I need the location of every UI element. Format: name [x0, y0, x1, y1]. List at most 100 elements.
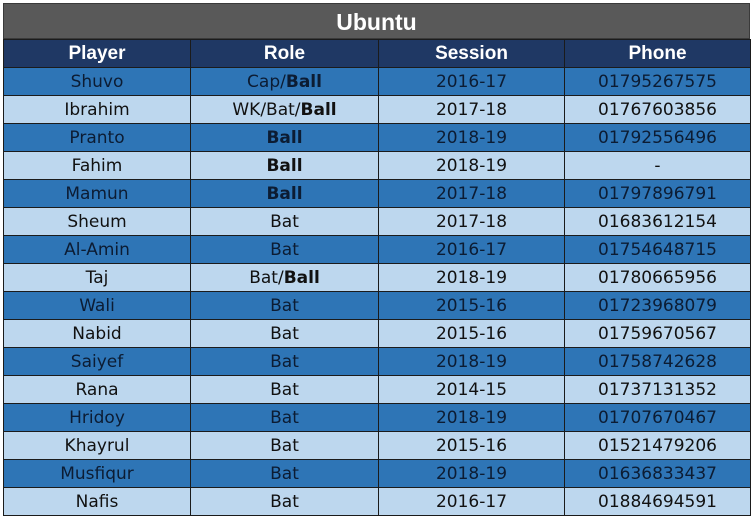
phone-cell: -: [564, 151, 751, 180]
phone-cell: 01795267575: [564, 67, 751, 96]
table-row: Shuvo Cap/Ball 2016-17 01795267575: [3, 67, 751, 96]
role-part: Bat: [270, 435, 299, 456]
player-cell: Al-Amin: [3, 235, 191, 264]
table-row: Al-Amin Bat 2016-17 01754648715: [3, 235, 751, 264]
role-part: Bat: [270, 379, 299, 400]
role-part: Ball: [300, 99, 337, 120]
player-cell: Fahim: [3, 151, 191, 180]
player-cell: Wali: [3, 291, 191, 320]
phone-cell: 01636833437: [564, 459, 751, 488]
session-cell: 2014-15: [378, 375, 565, 404]
table-row: Saiyef Bat 2018-19 01758742628: [3, 347, 751, 376]
role-part: Bat: [270, 239, 299, 260]
phone-cell: 01884694591: [564, 487, 751, 516]
session-cell: 2018-19: [378, 347, 565, 376]
header-session: Session: [378, 39, 565, 68]
table-row: Fahim Ball 2018-19-: [3, 151, 751, 180]
session-cell: 2017-18: [378, 179, 565, 208]
session-cell: 2018-19: [378, 459, 565, 488]
phone-cell: 01792556496: [564, 123, 751, 152]
player-cell: Musfiqur: [3, 459, 191, 488]
role-cell: Ball: [190, 123, 379, 152]
role-cell: Bat: [190, 319, 379, 348]
phone-cell: 01780665956: [564, 263, 751, 292]
phone-cell: 01767603856: [564, 95, 751, 124]
header-role: Role: [190, 39, 379, 68]
table-row: Mamun Ball 2017-18 01797896791: [3, 179, 751, 208]
table-row: Nafis Bat 2016-17 01884694591: [3, 487, 751, 516]
session-cell: 2017-18: [378, 95, 565, 124]
role-cell: Bat: [190, 347, 379, 376]
role-cell: Bat: [190, 459, 379, 488]
table-row: Wali Bat 2015-16 01723968079: [3, 291, 751, 320]
role-cell: WK/Bat/Ball: [190, 95, 379, 124]
phone-cell: 01723968079: [564, 291, 751, 320]
table-row: Musfiqur Bat 2018-19 01636833437: [3, 459, 751, 488]
session-cell: 2016-17: [378, 67, 565, 96]
session-cell: 2018-19: [378, 123, 565, 152]
session-cell: 2018-19: [378, 151, 565, 180]
role-cell: Bat: [190, 487, 379, 516]
table-row: Hridoy Bat 2018-19 01707670467: [3, 403, 751, 432]
phone-cell: 01737131352: [564, 375, 751, 404]
player-cell: Shuvo: [3, 67, 191, 96]
role-part: Bat: [270, 211, 299, 232]
session-cell: 2016-17: [378, 487, 565, 516]
role-part: Bat/: [249, 267, 284, 288]
role-cell: Bat: [190, 235, 379, 264]
player-cell: Nafis: [3, 487, 191, 516]
table-row: Rana Bat 2014-15 01737131352: [3, 375, 751, 404]
table-row: Sheum Bat 2017-18 01683612154: [3, 207, 751, 236]
role-part: Ball: [285, 71, 322, 92]
role-part: Bat: [270, 463, 299, 484]
session-cell: 2015-16: [378, 431, 565, 460]
role-part: Ball: [266, 127, 303, 148]
role-part: Ball: [283, 267, 320, 288]
role-part: Bat: [270, 323, 299, 344]
role-cell: Ball: [190, 151, 379, 180]
table-row: Pranto Ball 2018-19 01792556496: [3, 123, 751, 152]
header-player: Player: [3, 39, 191, 68]
header-phone: Phone: [564, 39, 751, 68]
session-cell: 2018-19: [378, 263, 565, 292]
players-body: Shuvo Cap/Ball 2016-17 01795267575 Ibrahim WK…: [3, 67, 751, 516]
header-row: Player Role Session Phone: [3, 39, 751, 68]
role-part: Bat: [270, 491, 299, 512]
role-cell: Bat: [190, 291, 379, 320]
table-row: Khayrul Bat 2015-16 01521479206: [3, 431, 751, 460]
role-part: WK/Bat/: [232, 99, 301, 120]
player-cell: Pranto: [3, 123, 191, 152]
session-cell: 2016-17: [378, 235, 565, 264]
player-cell: Mamun: [3, 179, 191, 208]
role-part: Bat: [270, 351, 299, 372]
role-cell: Bat: [190, 207, 379, 236]
phone-cell: 01754648715: [564, 235, 751, 264]
phone-cell: 01759670567: [564, 319, 751, 348]
phone-cell: 01758742628: [564, 347, 751, 376]
role-cell: Cap/Ball: [190, 67, 379, 96]
player-cell: Sheum: [3, 207, 191, 236]
role-cell: Ball: [190, 179, 379, 208]
table-row: Nabid Bat 2015-16 01759670567: [3, 319, 751, 348]
phone-cell: 01683612154: [564, 207, 751, 236]
role-part: Bat: [270, 295, 299, 316]
role-part: Bat: [270, 407, 299, 428]
role-cell: Bat: [190, 431, 379, 460]
session-cell: 2015-16: [378, 319, 565, 348]
role-cell: Bat: [190, 375, 379, 404]
table-row: Taj Bat/Ball 2018-19 01780665956: [3, 263, 751, 292]
players-table: Player Role Session Phone Shuvo Cap/Ball 2…: [3, 39, 751, 516]
role-part: Ball: [266, 183, 303, 204]
team-sheet: Ubuntu Player Role Session Phone Shuvo Ca…: [3, 3, 751, 516]
sheet-title: Ubuntu: [3, 3, 750, 39]
session-cell: 2015-16: [378, 291, 565, 320]
table-row: Ibrahim WK/Bat/Ball 2017-18 01767603856: [3, 95, 751, 124]
phone-cell: 01521479206: [564, 431, 751, 460]
player-cell: Rana: [3, 375, 191, 404]
phone-cell: 01707670467: [564, 403, 751, 432]
session-cell: 2017-18: [378, 207, 565, 236]
session-cell: 2018-19: [378, 403, 565, 432]
role-part: Cap/: [247, 71, 286, 92]
role-part: Ball: [266, 155, 303, 176]
phone-cell: 01797896791: [564, 179, 751, 208]
